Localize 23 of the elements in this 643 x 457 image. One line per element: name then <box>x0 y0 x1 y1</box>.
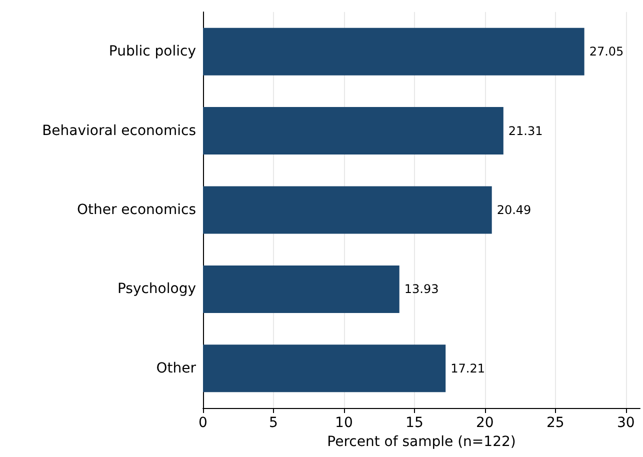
x-tick-label: 20 <box>476 415 494 431</box>
x-tick-label: 25 <box>546 415 564 431</box>
bar <box>203 265 400 313</box>
bar <box>203 107 504 155</box>
x-tick-label: 10 <box>335 415 353 431</box>
data-label: 17.21 <box>450 361 485 376</box>
bar <box>203 28 584 76</box>
x-tick-label: 30 <box>616 415 635 431</box>
data-label: 20.49 <box>496 203 532 217</box>
y-tick-label: Other economics <box>76 202 196 218</box>
x-tick-label: 0 <box>198 415 208 431</box>
x-tick-label: 5 <box>269 415 278 431</box>
data-label: 21.31 <box>508 124 543 138</box>
bar <box>203 344 446 392</box>
data-label: 27.05 <box>589 44 624 59</box>
y-tick-label: Behavioral economics <box>42 122 196 139</box>
y-tick-label: Public policy <box>108 44 196 60</box>
x-tick-label: 15 <box>406 415 424 431</box>
bar <box>203 186 492 234</box>
data-label: 13.93 <box>404 282 439 296</box>
y-tick-label: Other <box>156 360 196 376</box>
y-tick-label: Psychology <box>117 281 196 298</box>
x-axis-title: Percent of sample (n=122) <box>327 434 516 450</box>
